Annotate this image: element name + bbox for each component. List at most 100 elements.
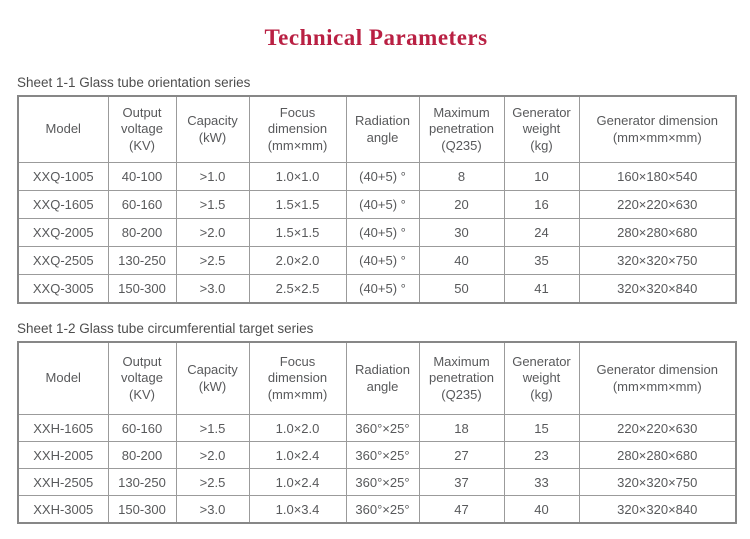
table-cell: 35 [503,246,580,275]
table-cell: XXQ-2505 [17,246,109,275]
table-cell: 33 [503,468,580,496]
sheet-1-1-caption: Sheet 1-1 Glass tube orientation series [17,75,251,90]
table-cell: 360°×25° [345,414,420,442]
header-row: Model Output voltage (KV) Capacity (kW) Foc… [17,95,737,163]
table-cell: 50 [418,274,505,304]
table-cell: >3.0 [175,495,250,524]
header-row: Model Output voltage (KV) Capacity (kW) Foc… [17,341,737,415]
table-row: XXH-3005 150-300 >3.0 1.0×3.4 360°×25° 47 40 32… [17,495,737,524]
table-cell: 1.0×1.0 [248,162,347,191]
table-cell: >2.0 [175,441,250,469]
table-cell: (40+5) ° [345,274,420,304]
table-cell: 41 [503,274,580,304]
table-cell: 16 [503,190,580,219]
column-header: Maximum penetration (Q235) [418,341,505,415]
table-cell: 2.5×2.5 [248,274,347,304]
column-header: Model [17,341,109,415]
table-cell: 320×320×750 [578,468,737,496]
table-cell: 80-200 [107,441,177,469]
column-header: Radiation angle [345,95,420,163]
table-cell: 23 [503,441,580,469]
column-header: Generator weight (kg) [503,95,580,163]
column-header: Generator weight (kg) [503,341,580,415]
table-cell: 15 [503,414,580,442]
sheet-1-2-caption: Sheet 1-2 Glass tube circumferential tar… [17,321,314,336]
table-cell: 360°×25° [345,441,420,469]
table-cell: XXH-2505 [17,468,109,496]
table-cell: (40+5) ° [345,190,420,219]
table-cell: 160×180×540 [578,162,737,191]
column-header: Radiation angle [345,341,420,415]
table-cell: 40-100 [107,162,177,191]
table-cell: 220×220×630 [578,414,737,442]
table-cell: 150-300 [107,495,177,524]
column-header: Generator dimension (mm×mm×mm) [578,341,737,415]
column-header: Generator dimension (mm×mm×mm) [578,95,737,163]
table-cell: >2.0 [175,218,250,247]
table-cell: 1.0×2.4 [248,441,347,469]
table-cell: (40+5) ° [345,218,420,247]
table-cell: 360°×25° [345,468,420,496]
table-cell: 20 [418,190,505,219]
table-cell: 27 [418,441,505,469]
table-row: XXQ-1005 40-100 >1.0 1.0×1.0 (40+5) ° 8 10 160×… [17,162,737,191]
table-cell: 320×320×750 [578,246,737,275]
table-row: XXH-1605 60-160 >1.5 1.0×2.0 360°×25° 18 15 220… [17,414,737,442]
page-title: Technical Parameters [264,25,488,50]
table-cell: 10 [503,162,580,191]
table-cell: XXQ-1605 [17,190,109,219]
table-cell: 1.0×3.4 [248,495,347,524]
table-cell: 2.0×2.0 [248,246,347,275]
table-cell: 40 [418,246,505,275]
table-cell: 30 [418,218,505,247]
table-cell: >1.5 [175,190,250,219]
table-row: XXH-2505 130-250 >2.5 1.0×2.4 360°×25° 37 33 32… [17,468,737,496]
table-cell: 150-300 [107,274,177,304]
table-cell: >1.0 [175,162,250,191]
column-header: Capacity (kW) [175,341,250,415]
table-cell: >3.0 [175,274,250,304]
table-cell: XXH-2005 [17,441,109,469]
table-cell: 320×320×840 [578,274,737,304]
table-row: XXH-2005 80-200 >2.0 1.0×2.4 360°×25° 27 23 280… [17,441,737,469]
table-cell: 47 [418,495,505,524]
table-row: XXQ-3005 150-300 >3.0 2.5×2.5 (40+5) ° 50 41 32… [17,274,737,304]
table-cell: 1.0×2.4 [248,468,347,496]
column-header: Output voltage (KV) [107,95,177,163]
table-cell: 280×280×680 [578,441,737,469]
table-cell: 60-160 [107,190,177,219]
table-cell: 360°×25° [345,495,420,524]
table-row: XXQ-1605 60-160 >1.5 1.5×1.5 (40+5) ° 20 16 220… [17,190,737,219]
table-cell: 24 [503,218,580,247]
table-cell: >2.5 [175,468,250,496]
table-cell: 1.5×1.5 [248,190,347,219]
table-cell: 8 [418,162,505,191]
table-cell: XXQ-2005 [17,218,109,247]
table-cell: 280×280×680 [578,218,737,247]
table-cell: (40+5) ° [345,162,420,191]
table-cell: XXQ-3005 [17,274,109,304]
table-cell: 60-160 [107,414,177,442]
table-cell: 18 [418,414,505,442]
table-cell: XXH-3005 [17,495,109,524]
column-header: Focus dimension (mm×mm) [248,341,347,415]
table-cell: 130-250 [107,246,177,275]
table-cell: 1.0×2.0 [248,414,347,442]
table-row: XXQ-2505 130-250 >2.5 2.0×2.0 (40+5) ° 40 35 32… [17,246,737,275]
table-cell: 130-250 [107,468,177,496]
table-cell: XXQ-1005 [17,162,109,191]
table-cell: XXH-1605 [17,414,109,442]
column-header: Model [17,95,109,163]
column-header: Focus dimension (mm×mm) [248,95,347,163]
table-cell: (40+5) ° [345,246,420,275]
table-cell: >2.5 [175,246,250,275]
table-cell: 40 [503,495,580,524]
table-cell: 80-200 [107,218,177,247]
glass-tube-circumferential-target-series-table: Model Output voltage (KV) Capacity (kW) Foc… [17,341,737,524]
table-row: XXQ-2005 80-200 >2.0 1.5×1.5 (40+5) ° 30 24 280… [17,218,737,247]
table-cell: >1.5 [175,414,250,442]
table-cell: 37 [418,468,505,496]
column-header: Capacity (kW) [175,95,250,163]
table-cell: 220×220×630 [578,190,737,219]
